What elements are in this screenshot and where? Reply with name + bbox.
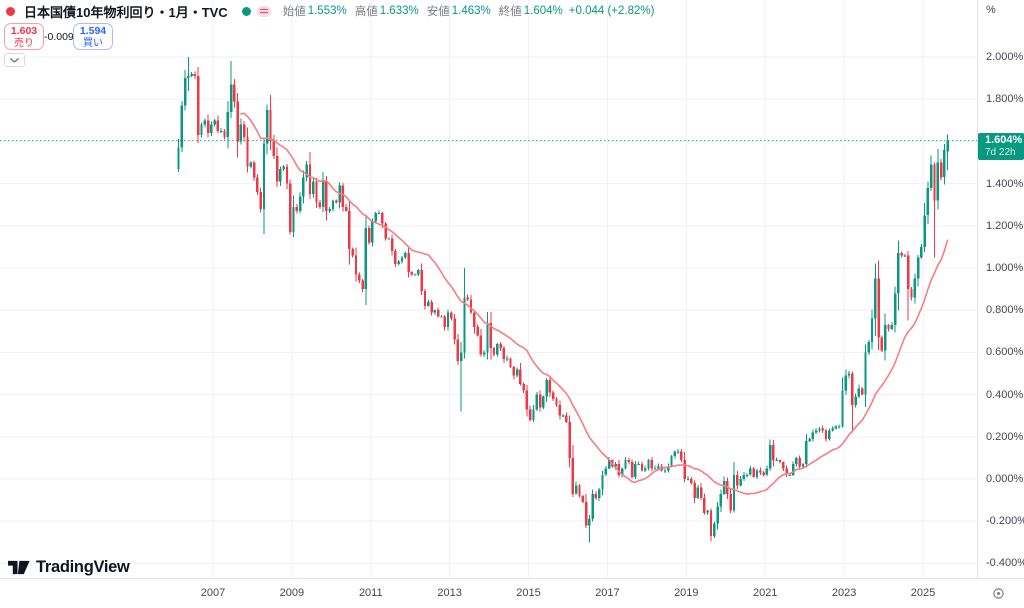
- year-tick-label: 2017: [595, 587, 620, 599]
- year-tick-label: 2011: [358, 587, 383, 599]
- spread-value: -0.009: [44, 30, 74, 43]
- flag-badge-icon[interactable]: [256, 5, 271, 17]
- sell-price: 1.603: [10, 25, 38, 37]
- price-tick-label: 1.400%: [986, 177, 1024, 190]
- tradingview-logo-icon: [8, 560, 30, 575]
- price-axis[interactable]: % 2.000% 1.800% 1.400% 1.200% 1.000% 0.800% 0.…: [977, 0, 1024, 578]
- close-label: 終値: [498, 6, 522, 18]
- price-tick-label: 1.000%: [986, 262, 1024, 274]
- price-axis-unit-label: %: [986, 4, 996, 16]
- price-tick-label: 0.200%: [986, 430, 1024, 443]
- year-tick-label: 2023: [831, 587, 857, 599]
- buy-button[interactable]: 1.594 買い: [73, 23, 113, 50]
- year-tick-label: 2025: [910, 587, 936, 599]
- price-tick-label: 0.600%: [986, 346, 1024, 359]
- gear-icon[interactable]: [992, 587, 1005, 600]
- market-status-dot-icon: [6, 6, 15, 16]
- open-label: 始値: [282, 6, 306, 18]
- last-price-label: 1.604% 7d 22h: [978, 132, 1024, 160]
- chart-legend: 日本国債10年物利回り・1月・TVC 始値 1.553% 高値 1.633% 安値 1…: [6, 3, 655, 20]
- sell-button[interactable]: 1.603 売り: [4, 23, 44, 50]
- price-tick-label: 2.000%: [986, 51, 1024, 63]
- year-tick-label: 2021: [752, 587, 778, 599]
- close-value: 1.604%: [523, 5, 563, 17]
- price-tick-label: 0.000%: [986, 473, 1024, 485]
- price-tick-label: 0.400%: [986, 388, 1024, 401]
- candlestick-chart[interactable]: [0, 0, 977, 578]
- change-value: +0.044 (+2.82%): [568, 5, 655, 17]
- series-visibility-dot-icon[interactable]: [241, 6, 251, 16]
- year-tick-label: 2007: [200, 587, 226, 599]
- price-tick-label: -0.200%: [986, 515, 1024, 528]
- price-tick-label: 1.800%: [986, 93, 1024, 106]
- high-value: 1.633%: [379, 5, 419, 17]
- buy-price: 1.594: [79, 25, 107, 37]
- price-tick-label: 0.800%: [986, 304, 1024, 317]
- symbol-title: 日本国債10年物利回り・1月・TVC: [24, 4, 228, 20]
- tradingview-logo[interactable]: TradingView: [8, 558, 130, 577]
- collapse-panel-button[interactable]: [4, 53, 25, 67]
- sell-label: 売り: [14, 38, 34, 49]
- year-tick-label: 2015: [516, 587, 541, 599]
- trade-panel: 1.603 売り -0.009 1.594 買い: [4, 23, 113, 50]
- low-label: 安値: [426, 6, 450, 18]
- year-tick-label: 2019: [674, 587, 699, 599]
- open-value: 1.553%: [307, 5, 347, 17]
- tradingview-logo-text: TradingView: [36, 558, 130, 576]
- last-price-value: 1.604%: [985, 133, 1023, 146]
- low-value: 1.463%: [451, 5, 491, 17]
- axis-settings-corner[interactable]: [977, 578, 1024, 608]
- year-tick-label: 2013: [437, 587, 462, 599]
- buy-label: 買い: [83, 38, 103, 49]
- price-tick-label: 1.200%: [986, 219, 1024, 232]
- price-tick-label: -0.400%: [986, 557, 1024, 570]
- high-label: 高値: [354, 6, 378, 18]
- ohlc-values: 始値 1.553% 高値 1.633% 安値 1.463% 終値 1.604% +0.0…: [283, 3, 655, 19]
- bar-countdown: 7d 22h: [985, 146, 1016, 158]
- time-axis[interactable]: 2007 2009 2011 2013 2015 2017 2019 2021 2023 2025: [0, 578, 977, 608]
- chevron-down-icon: [10, 57, 19, 63]
- year-tick-label: 2009: [279, 587, 305, 599]
